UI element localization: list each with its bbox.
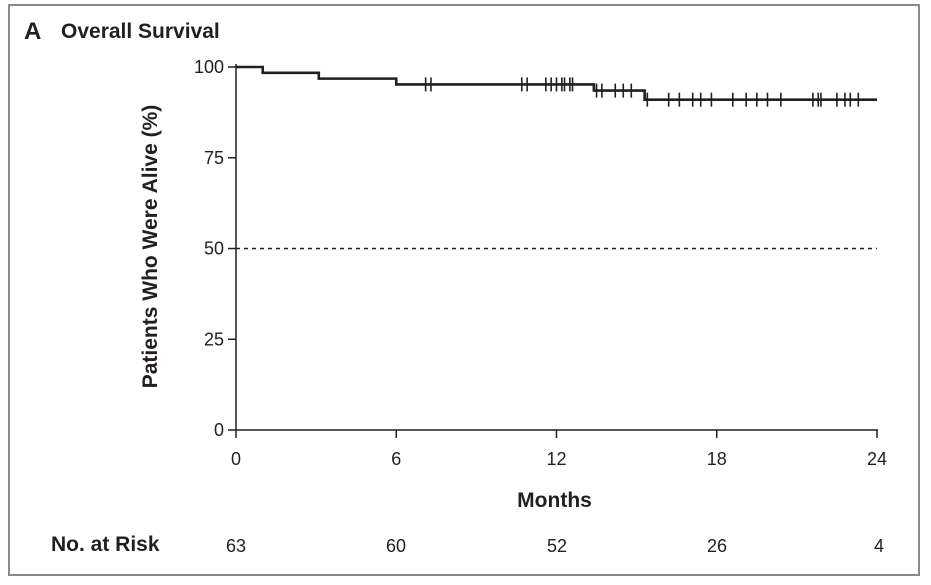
risk-value-6: 60 (385, 536, 407, 556)
y-tick-label: 50 (204, 239, 224, 259)
risk-table-title: No. at Risk (51, 533, 160, 556)
y-tick-label: 25 (204, 329, 224, 349)
risk-value-12: 52 (546, 536, 568, 556)
risk-value-0: 63 (225, 536, 247, 556)
censor-marks (424, 77, 860, 107)
panel-letter: A (24, 18, 42, 45)
x-axis-title: Months (517, 489, 592, 512)
risk-value-24: 4 (873, 536, 885, 556)
x-tick-label: 18 (707, 449, 727, 469)
y-tick-label: 75 (204, 148, 224, 168)
y-tick-label: 0 (214, 420, 224, 440)
y-tick-label: 100 (194, 57, 224, 77)
axis-ticks: 0 6 12 18 24 0 25 50 75 100 (194, 57, 887, 469)
x-tick-label: 6 (391, 449, 401, 469)
figure-frame (8, 4, 920, 576)
x-tick-label: 12 (546, 449, 566, 469)
chart-title: Overall Survival (61, 20, 220, 43)
x-tick-label: 24 (867, 449, 887, 469)
x-tick-label: 0 (231, 449, 241, 469)
risk-value-18: 26 (706, 536, 728, 556)
survival-curve (236, 65, 877, 101)
y-axis-title: Patients Who Were Alive (%) (139, 105, 162, 389)
axes (235, 64, 878, 431)
